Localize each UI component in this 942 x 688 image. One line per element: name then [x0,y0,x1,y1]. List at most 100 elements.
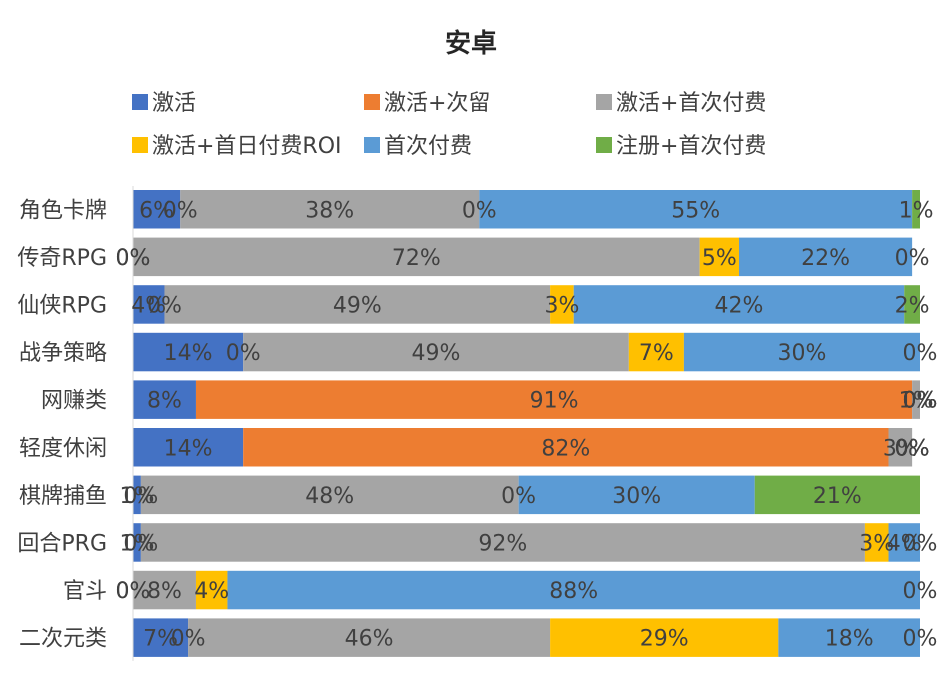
bar-segment [188,618,551,657]
bar-segment [243,332,629,372]
data-label: 2% [895,293,930,318]
data-label: 88% [549,579,598,604]
category-label: 官斗 [63,579,107,604]
data-label: 0% [903,579,938,604]
bar-segment [754,475,920,515]
data-label: 3% [859,531,894,556]
data-label: 7% [639,341,674,366]
data-label: 0% [171,627,206,652]
bar-segment [912,190,920,229]
data-label: 4% [194,579,229,604]
data-label: 1% [119,531,154,556]
bar-segment [133,570,196,610]
data-label: 0% [895,436,930,461]
bar-segment [180,190,480,229]
bar-segment [479,190,913,229]
category-label: 传奇RPG [17,246,107,271]
data-label: 72% [392,246,441,271]
data-label: 14% [164,436,213,461]
bar-segment [864,523,889,562]
bar-segment [133,380,196,419]
bar-segment [243,428,889,467]
bar-segment [888,428,913,467]
data-label: 0% [116,246,151,271]
bar-segment [550,285,574,324]
data-label: 1% [899,389,934,414]
legend-label: 激活+次留 [384,91,490,116]
bar-segment [550,618,779,657]
bar-segment [195,380,913,419]
bar-segment [888,523,920,562]
data-label: 0% [116,579,151,604]
bar-segment [227,570,920,610]
data-label: 0% [903,627,938,652]
data-label: 38% [305,198,354,223]
bar-segment [133,285,165,324]
bar-segment [195,570,228,610]
legend-swatch [364,137,380,153]
bar-segment [164,285,551,324]
data-label: 55% [671,198,720,223]
data-label: 30% [612,484,661,509]
bar-segment [133,428,244,467]
data-label: 7% [143,627,178,652]
legend-item: 首次付费 [364,134,472,159]
legend-item: 注册+首次付费 [596,134,766,159]
data-label: 1% [899,198,934,223]
legend-label: 注册+首次付费 [616,134,766,159]
data-label: 3% [544,293,579,318]
data-label: 91% [530,389,579,414]
data-label: 0% [501,484,536,509]
bar-segment [133,475,141,515]
data-label: 1% [119,484,154,509]
data-label: 8% [147,579,182,604]
data-label: 92% [478,531,527,556]
bar-segment [699,237,739,277]
data-label: 42% [715,293,764,318]
data-label: 0% [903,389,938,414]
legend-swatch [132,94,148,110]
data-label: 0% [123,531,158,556]
data-label: 3% [883,436,918,461]
data-label: 0% [147,293,182,318]
bar-segment [904,285,920,324]
legend-label: 激活 [152,91,196,116]
legend-item: 激活+次留 [364,91,490,116]
data-label: 0% [903,389,938,414]
category-label: 二次元类 [19,627,107,652]
data-label: 0% [226,341,261,366]
bar-segment [628,332,684,372]
data-label: 6% [139,198,174,223]
data-label: 0% [895,246,930,271]
data-label: 5% [702,246,737,271]
legend-label: 首次付费 [384,134,472,159]
data-label: 4% [887,531,922,556]
data-label: 22% [801,246,850,271]
legend-swatch [596,94,612,110]
bars [132,186,920,661]
data-label: 14% [164,341,213,366]
data-label: 0% [163,198,198,223]
data-label: 0% [462,198,497,223]
category-label: 轻度休闲 [19,436,107,461]
chart-title: 安卓 [445,29,497,59]
data-label: 48% [305,484,354,509]
data-label: 0% [123,484,158,509]
legend-item: 激活+首次付费 [596,91,766,116]
category-label: 棋牌捕鱼 [19,484,107,509]
data-label: 30% [777,341,826,366]
data-label: 49% [412,341,461,366]
data-label: 0% [903,341,938,366]
category-label: 回合PRG [17,531,107,556]
bar-segment [683,332,920,372]
data-label: 4% [131,293,166,318]
legend-label: 激活+首日付费ROI [152,134,342,159]
legend-label: 激活+首次付费 [616,91,766,116]
legend-item: 激活 [132,91,196,116]
data-label: 0% [903,389,938,414]
data-label: 49% [333,293,382,318]
data-label: 0% [903,531,938,556]
